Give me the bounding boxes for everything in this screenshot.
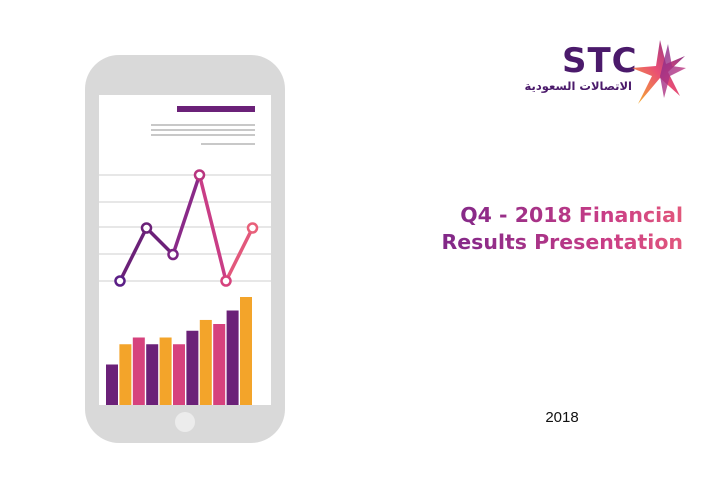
bar <box>146 344 159 405</box>
presentation-title: Q4 - 2018 Financial Results Presentation <box>300 202 683 256</box>
doc-text-line <box>201 143 255 145</box>
line-segment <box>118 226 149 283</box>
bar <box>132 337 145 405</box>
bar <box>226 310 239 405</box>
logo-arabic-name: الاتصالات السعودية <box>524 79 632 93</box>
bar <box>106 364 118 405</box>
title-line-1: Q4 - 2018 Financial <box>300 202 683 229</box>
bar <box>159 337 172 405</box>
bar <box>173 344 185 405</box>
line-segment <box>224 226 255 283</box>
line-segment <box>197 173 228 283</box>
line-point <box>193 169 206 181</box>
bar-chart <box>106 297 252 405</box>
line-segment <box>171 173 202 257</box>
line-point <box>114 275 126 287</box>
chart-gridlines <box>99 174 271 282</box>
bar <box>213 324 226 405</box>
line-segment <box>144 226 175 257</box>
bar <box>119 344 132 405</box>
line-point <box>246 222 259 234</box>
line-point <box>140 222 153 234</box>
title-line-2: Results Presentation <box>300 229 683 256</box>
doc-text-line <box>151 129 255 131</box>
logo-wordmark: STC <box>562 41 638 81</box>
bar <box>199 319 212 405</box>
logo-star-icon <box>632 40 686 104</box>
phone-illustration <box>85 55 285 443</box>
stc-logo: STC الاتصالات السعودية <box>524 38 690 108</box>
line-chart <box>114 169 259 287</box>
line-point <box>220 275 232 287</box>
doc-text-line <box>151 134 255 136</box>
phone-home-button <box>175 412 195 432</box>
presentation-year: 2018 <box>545 409 579 426</box>
doc-heading-bar <box>177 106 255 112</box>
bar <box>186 330 199 405</box>
doc-text-line <box>151 124 255 126</box>
line-point <box>167 248 179 261</box>
bar <box>240 297 252 405</box>
